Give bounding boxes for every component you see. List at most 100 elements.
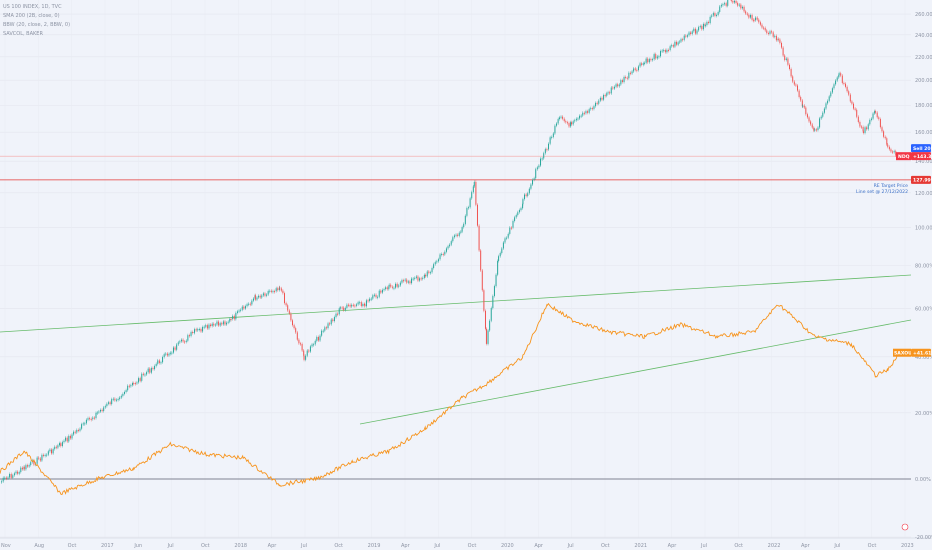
ndq-candle [733, 0, 735, 3]
ndq-candle [136, 382, 138, 384]
ndq-candle [886, 138, 888, 145]
ndq-candle [582, 112, 584, 116]
saxo-tag-value: +41.61% [913, 350, 932, 356]
ndq-candle [99, 409, 101, 412]
ndq-candle [827, 100, 829, 104]
series-layer [0, 0, 901, 496]
ndq-candle [393, 287, 395, 289]
ndq-candle [155, 363, 157, 367]
x-tick-label: Oct [468, 543, 477, 549]
ndq-candle [158, 360, 160, 364]
ndq-candle [246, 304, 248, 307]
ndq-candle [704, 25, 706, 27]
y-axis[interactable]: 300.00%280.00%260.00%240.00%220.00%200.0… [915, 0, 932, 541]
ndq-candle [373, 294, 375, 296]
ndq-candle [740, 4, 742, 9]
ndq-candle [634, 68, 636, 70]
ndq-candle [618, 84, 620, 87]
ndq-candle [314, 340, 316, 345]
ndq-candle [554, 125, 556, 134]
ndq-candle [174, 347, 176, 350]
ndq-candle [259, 295, 261, 298]
ndq-candle [411, 278, 413, 284]
ndq-candle [142, 373, 144, 375]
ndq-candle [774, 35, 776, 37]
ndq-candle [735, 0, 737, 3]
ndq-candle [254, 295, 256, 300]
ndq-candle [806, 114, 808, 118]
x-tick-label: Apr [401, 543, 411, 549]
ndq-candle [30, 462, 32, 466]
ndq-candle [357, 302, 359, 305]
ndq-candle [360, 302, 362, 306]
ndq-candle [499, 253, 501, 257]
ndq-candle [775, 35, 777, 41]
ndq-candle [386, 287, 388, 290]
ndq-candle [428, 271, 430, 273]
ndq-candle [641, 63, 643, 65]
x-tick-label: 2023 [901, 543, 914, 549]
legend-bbw[interactable]: BBW (20, close, 2, BBW, 0) [3, 22, 71, 28]
ndq-candle [447, 246, 449, 249]
ndq-candle [144, 374, 146, 376]
ndq-tag-label: NDQ [898, 154, 910, 160]
ndq-candle [644, 62, 646, 64]
ndq-candle [607, 92, 609, 94]
ndq-candle [866, 127, 868, 130]
ndq-candle [683, 35, 685, 40]
ndq-candle [141, 373, 143, 381]
ndq-candle [208, 324, 210, 329]
ndq-candle [176, 344, 178, 350]
y-tick-label: -20.00% [915, 535, 932, 541]
ndq-candle [128, 385, 130, 387]
ndq-candle [840, 73, 842, 76]
saxo-series-line [0, 302, 901, 496]
ndq-candle [434, 262, 436, 265]
ndq-candle [388, 286, 390, 290]
ndq-candle [1, 481, 3, 483]
legend-sma[interactable]: SMA 200 (2B, close, 0) [3, 13, 60, 19]
ndq-candle [522, 204, 524, 209]
ndq-candle [27, 465, 29, 467]
ndq-candle [777, 38, 779, 40]
ndq-candle [862, 126, 864, 132]
legend-symbol[interactable]: US 100 INDEX, 1D, TVC [3, 4, 62, 10]
ndq-candle [287, 305, 289, 311]
ndq-candle [194, 329, 196, 333]
ndq-candle [398, 285, 400, 287]
ndq-candle [325, 327, 327, 329]
ndq-candle [332, 319, 334, 322]
ndq-candle [869, 119, 871, 125]
ndq-candle [51, 449, 53, 454]
ndq-candle [615, 84, 617, 87]
ndq-candle [849, 94, 851, 102]
legend-savcol[interactable]: SAVCOL, BAKER [3, 31, 43, 37]
ndq-candle [74, 431, 76, 433]
x-tick-label: Jul [433, 543, 440, 549]
ndq-candle [160, 362, 162, 364]
ndq-candle [698, 27, 700, 31]
ndq-candle [198, 329, 200, 331]
x-axis[interactable]: Nov Aug Oct 2017 Jun Jul Oct 2018 Apr Jul Oct 2019 A… [1, 543, 914, 549]
y-tick-label: 20.00% [915, 411, 932, 417]
ndq-candle [472, 186, 474, 193]
x-tick-label: Aug [34, 543, 44, 549]
ndq-candle [575, 118, 577, 121]
y-tick-label: 60.00% [915, 306, 932, 312]
ndq-candle [112, 398, 114, 400]
ndq-candle [590, 108, 592, 110]
ndq-candle [631, 71, 633, 74]
ndq-candle [514, 217, 516, 221]
ndq-candle [73, 431, 75, 435]
ndq-candle [125, 390, 127, 392]
ndq-candle [598, 100, 600, 104]
ndq-candle [811, 124, 813, 128]
x-tick-label: Jul [700, 543, 707, 549]
ndq-candle [489, 320, 491, 331]
ndq-candle [716, 14, 718, 16]
ndq-candle [609, 92, 611, 94]
ndq-candle [843, 82, 845, 84]
ndq-candle [568, 123, 570, 127]
